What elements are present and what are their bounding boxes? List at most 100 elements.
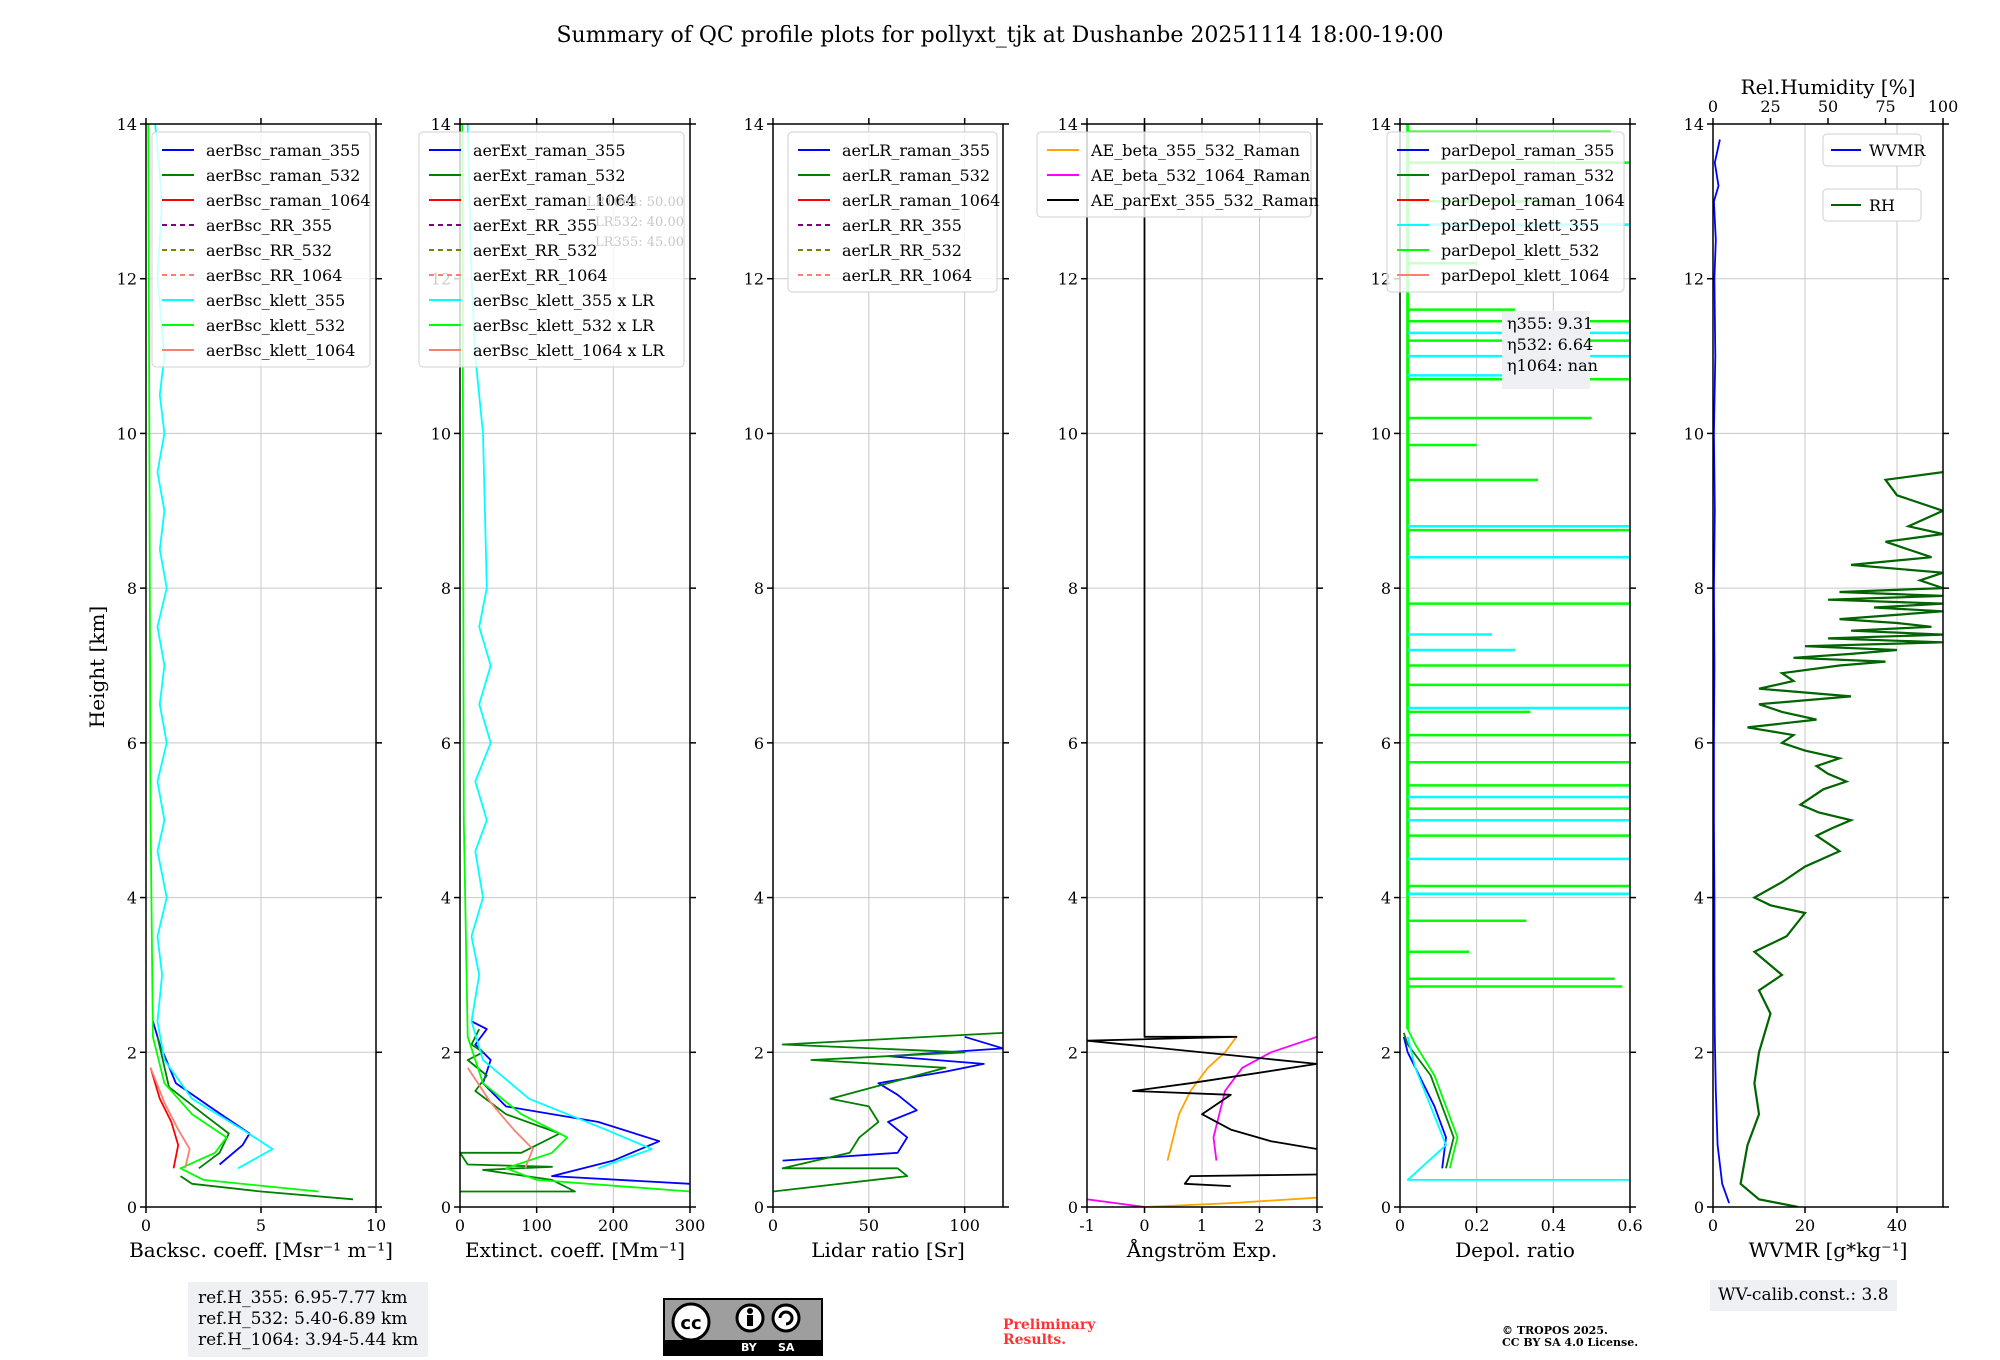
panel-frame [772, 123, 1004, 1208]
y-tick-label: 10 [744, 424, 764, 443]
legend-label-pardepol-raman-1064: parDepol_raman_1064 [1441, 191, 1625, 210]
y-tick-label: 8 [127, 579, 137, 598]
y-tick-label: 12 [744, 270, 764, 289]
legend-label-aerbsc-rr-1064: aerBsc_RR_1064 [206, 266, 342, 285]
panel-frame [459, 123, 691, 1208]
y-tick-label: 12 [1371, 270, 1391, 289]
legend: aerExt_raman_355 aerExt_raman_532 aerExt_r… [418, 131, 685, 368]
panel-frame [1399, 123, 1631, 1208]
y-tick-label: 10 [117, 424, 137, 443]
series-aerlr-raman-532 [773, 1032, 1003, 1193]
x2-tick-label: 0 [1708, 97, 1718, 116]
y-tick-label: 6 [754, 734, 764, 753]
legend-box [1386, 131, 1625, 293]
y-tick-label: 12 [1684, 270, 1704, 289]
y-tick-label: 6 [1381, 734, 1391, 753]
panel-1: 0 2 4 6 8 10 12 14 0 5 10 Backsc. coeff. [Msr⁻¹ m⁻¹… [117, 115, 393, 1262]
legend-label-aerlr-rr-532: aerLR_RR_532 [842, 241, 962, 260]
plot-area [460, 124, 690, 1193]
wv-calibration-box: WV-calib.const.: 3.8 [1710, 1280, 1897, 1311]
legend-box [151, 131, 371, 368]
x-tick-label: 200 [598, 1216, 629, 1235]
y-tick-label: 12 [1058, 270, 1078, 289]
annotation-line: LR1064: 50.00 [587, 195, 684, 210]
wv-calibration-constant: WV-calib.const.: 3.8 [1718, 1285, 1889, 1305]
legend-label-pardepol-raman-355: parDepol_raman_355 [1441, 141, 1614, 160]
legend-label-aerbsc-rr-355: aerBsc_RR_355 [206, 216, 332, 235]
cc-by-label: BY [741, 1341, 757, 1354]
annotation-line: LR532: 40.00 [595, 215, 684, 230]
y-tick-label: 4 [441, 889, 451, 908]
panel-5: 0 2 4 6 8 10 12 14 0 0.2 0.4 0.6 Depol. ratio parDepo… [1371, 115, 1643, 1262]
panel-2: 024681012140100200300Extinct. coeff. [Mm… [418, 115, 706, 1262]
x-tick-label: 2 [1254, 1216, 1264, 1235]
x-tick-label: 0 [1708, 1216, 1718, 1235]
x2-axis-label: Rel.Humidity [%] [1741, 75, 1916, 99]
panel-frame [1712, 123, 1944, 1208]
figure-title: Summary of QC profile plots for pollyxt_… [556, 23, 1443, 48]
x-tick-label: 1 [1197, 1216, 1207, 1235]
panel-3: 0 2 4 6 8 10 12 14 0 50 100 Lidar ratio [Sr] aerLR_r… [744, 115, 1009, 1262]
plot-area [1402, 124, 1630, 1181]
y-tick-label: 2 [1068, 1043, 1078, 1062]
legend-box [1036, 131, 1312, 218]
extra-trace [179, 1175, 354, 1201]
x-axis-label: Ångström Exp. [1126, 1237, 1277, 1262]
x2-tick-label: 75 [1875, 97, 1895, 116]
x-tick-label: 300 [675, 1216, 706, 1235]
series-ae-beta-355-532-raman [1144, 1196, 1317, 1207]
legend-label-pardepol-klett-355: parDepol_klett_355 [1441, 216, 1599, 235]
extra-trace [1183, 1173, 1317, 1187]
legend-label-aerbsc-raman-1064: aerBsc_raman_1064 [206, 191, 371, 210]
y-tick-label: 14 [431, 115, 451, 134]
series-aerbsc-raman-1064 [149, 1067, 180, 1169]
y-tick-label: 10 [1058, 424, 1078, 443]
ref-height-532: ref.H_532: 5.40-6.89 km [198, 1309, 408, 1329]
y-tick-label: 14 [1058, 115, 1078, 134]
x-axis-label: Depol. ratio [1455, 1238, 1575, 1262]
ref-height-355: ref.H_355: 6.95-7.77 km [198, 1288, 408, 1308]
y-tick-label: 12 [117, 270, 137, 289]
y-tick-label: 6 [441, 734, 451, 753]
x-tick-label: 0.2 [1464, 1216, 1489, 1235]
lidar-ratio-annotation: LR355: 45.00 LR532: 40.00 LR1064: 50.00 [587, 195, 684, 250]
legend-label: RH [1869, 196, 1895, 215]
y-tick-label: 0 [1381, 1198, 1391, 1217]
legend-label-ae-parext-355-532-raman: AE_parExt_355_532_Raman [1090, 191, 1319, 210]
copyright-line-1: © TROPOS 2025. [1502, 1324, 1608, 1337]
legend-label-aerlr-rr-355: aerLR_RR_355 [842, 216, 962, 235]
y-tick-label: 2 [441, 1043, 451, 1062]
legend-label-aerbsc-klett-355: aerBsc_klett_355 [206, 291, 345, 310]
y-tick-label: 4 [1694, 889, 1704, 908]
annotation-line: η355: 9.31 [1507, 314, 1593, 333]
series-wvmr [1713, 139, 1730, 1204]
annotation-line: η532: 6.64 [1507, 335, 1593, 354]
legend: aerLR_raman_355 aerLR_raman_532 aerLR_rama… [787, 131, 1000, 293]
x-axis-label: Lidar ratio [Sr] [811, 1238, 965, 1262]
svg-text:cc: cc [680, 1313, 701, 1334]
series-ae-beta-532-1064-raman [1087, 1198, 1145, 1207]
legend-label-aerlr-raman-1064: aerLR_raman_1064 [842, 191, 1000, 210]
legend-label-aerbsc-klett-1064: aerBsc_klett_1064 [206, 341, 355, 360]
legend-box [418, 131, 685, 368]
x-tick-label: 40 [1887, 1216, 1907, 1235]
y-tick-label: 2 [754, 1043, 764, 1062]
plot-area [773, 1032, 1003, 1193]
legend-label-aerbsc-klett-532-x-lr: aerBsc_klett_532 x LR [473, 316, 655, 335]
y-tick-label: 8 [754, 579, 764, 598]
cc-license-badge: cc BY SA [663, 1298, 823, 1356]
legend-label-aerlr-rr-1064: aerLR_RR_1064 [842, 266, 972, 285]
y-tick-label: 8 [1381, 579, 1391, 598]
series-aerbsc-raman-355 [152, 1021, 251, 1166]
legend-label-aerbsc-klett-355-x-lr: aerBsc_klett_355 x LR [473, 291, 655, 310]
y-tick-label: 8 [1068, 579, 1078, 598]
legend-label-ae-beta-355-532-raman: AE_beta_355_532_Raman [1090, 141, 1300, 160]
copyright-note: © TROPOS 2025. CC BY SA 4.0 License. [1502, 1325, 1638, 1349]
series-rh [1739, 471, 1943, 1207]
y-tick-label: 10 [431, 424, 451, 443]
y-tick-label: 14 [1684, 115, 1704, 134]
x-tick-label: 100 [949, 1216, 980, 1235]
legend-label-aerext-rr-355: aerExt_RR_355 [473, 216, 597, 235]
y-tick-label: 6 [1068, 734, 1078, 753]
